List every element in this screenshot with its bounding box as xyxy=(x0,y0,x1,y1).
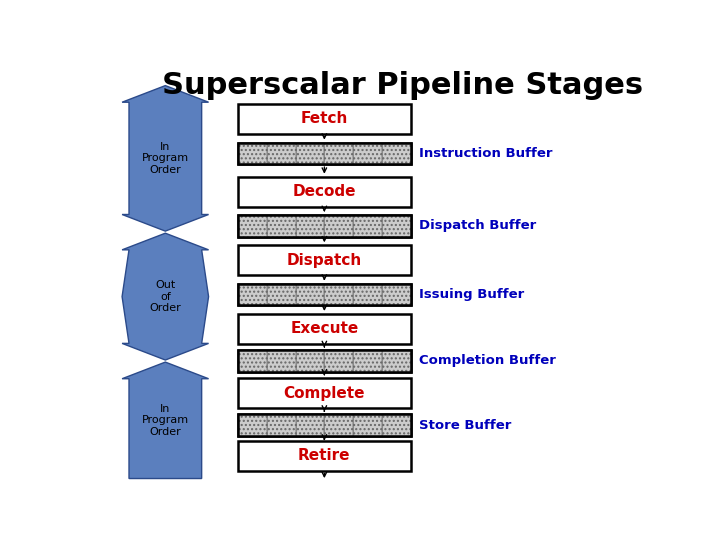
Text: Execute: Execute xyxy=(290,321,359,336)
Text: In
Program
Order: In Program Order xyxy=(142,142,189,175)
Bar xyxy=(238,415,266,436)
Bar xyxy=(354,215,382,237)
Bar xyxy=(354,415,382,436)
Bar xyxy=(238,350,266,372)
Bar xyxy=(295,143,324,164)
Bar xyxy=(238,143,411,164)
Text: Dispatch: Dispatch xyxy=(287,253,362,268)
Text: Retire: Retire xyxy=(298,448,351,463)
Bar xyxy=(324,284,354,305)
Bar xyxy=(238,143,266,164)
Bar xyxy=(238,215,266,237)
Bar xyxy=(238,314,411,344)
Bar xyxy=(266,143,295,164)
Bar xyxy=(238,350,266,372)
Text: Decode: Decode xyxy=(292,184,356,199)
Polygon shape xyxy=(122,233,209,360)
Text: Superscalar Pipeline Stages: Superscalar Pipeline Stages xyxy=(162,71,643,100)
Bar xyxy=(266,143,295,164)
Text: Complete: Complete xyxy=(284,386,365,401)
Bar xyxy=(382,284,411,305)
Bar xyxy=(382,350,411,372)
Bar xyxy=(295,215,324,237)
Bar xyxy=(354,284,382,305)
Bar xyxy=(238,104,411,134)
Bar xyxy=(354,350,382,372)
Bar xyxy=(295,215,324,237)
Bar xyxy=(238,379,411,408)
Bar xyxy=(295,350,324,372)
Bar xyxy=(238,284,266,305)
Bar xyxy=(295,284,324,305)
Bar xyxy=(266,415,295,436)
Bar xyxy=(238,143,266,164)
Bar xyxy=(238,215,411,237)
Bar xyxy=(238,215,411,237)
Bar xyxy=(354,215,382,237)
Bar xyxy=(324,284,354,305)
Bar xyxy=(238,350,411,372)
Bar xyxy=(238,284,266,305)
Bar xyxy=(324,350,354,372)
Bar xyxy=(354,143,382,164)
Bar xyxy=(266,215,295,237)
Text: Out
of
Order: Out of Order xyxy=(150,280,181,313)
Bar xyxy=(295,284,324,305)
Bar xyxy=(238,415,411,436)
Bar xyxy=(238,350,411,372)
Bar xyxy=(238,245,411,275)
Bar xyxy=(354,415,382,436)
Bar xyxy=(238,415,411,436)
Bar xyxy=(238,177,411,207)
Bar xyxy=(238,143,411,164)
Text: Fetch: Fetch xyxy=(301,111,348,126)
Text: Store Buffer: Store Buffer xyxy=(419,419,512,432)
Bar xyxy=(354,350,382,372)
Bar xyxy=(238,215,266,237)
Bar xyxy=(324,415,354,436)
Bar xyxy=(324,415,354,436)
Bar xyxy=(324,215,354,237)
Bar xyxy=(382,215,411,237)
Bar xyxy=(324,215,354,237)
Bar xyxy=(238,284,411,305)
Polygon shape xyxy=(122,85,209,231)
Bar xyxy=(324,143,354,164)
Bar xyxy=(324,350,354,372)
Bar xyxy=(295,350,324,372)
Bar xyxy=(382,215,411,237)
Bar xyxy=(295,415,324,436)
Bar xyxy=(324,143,354,164)
Text: Instruction Buffer: Instruction Buffer xyxy=(419,147,553,160)
Bar xyxy=(382,143,411,164)
Bar xyxy=(266,284,295,305)
Text: In
Program
Order: In Program Order xyxy=(142,404,189,437)
Polygon shape xyxy=(122,362,209,478)
Text: Completion Buffer: Completion Buffer xyxy=(419,354,556,367)
Bar xyxy=(266,415,295,436)
Bar xyxy=(382,284,411,305)
Bar xyxy=(266,284,295,305)
Bar xyxy=(295,415,324,436)
Text: Dispatch Buffer: Dispatch Buffer xyxy=(419,219,536,232)
Bar xyxy=(382,143,411,164)
Bar xyxy=(354,284,382,305)
Bar xyxy=(238,441,411,471)
Bar xyxy=(354,143,382,164)
Bar xyxy=(266,350,295,372)
Bar xyxy=(238,415,266,436)
Bar xyxy=(266,350,295,372)
Bar xyxy=(382,350,411,372)
Text: Issuing Buffer: Issuing Buffer xyxy=(419,288,524,301)
Bar xyxy=(266,215,295,237)
Bar xyxy=(295,143,324,164)
Bar xyxy=(238,284,411,305)
Bar xyxy=(382,415,411,436)
Bar xyxy=(382,415,411,436)
